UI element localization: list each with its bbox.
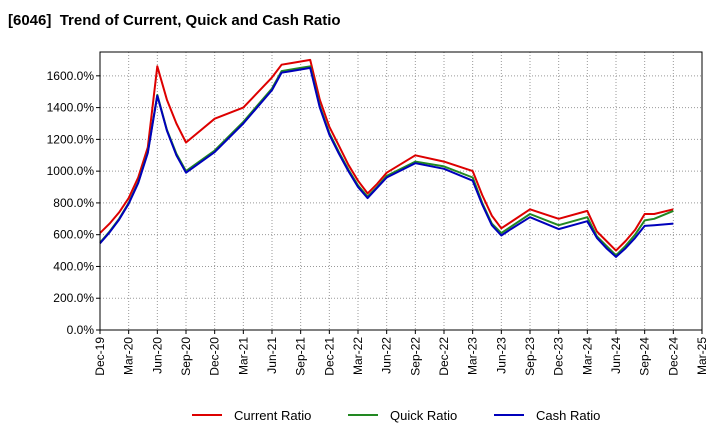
x-tick-label: Jun-20 <box>150 337 164 374</box>
y-tick-label: 1600.0% <box>47 69 95 83</box>
x-tick-label: Sep-23 <box>523 337 537 376</box>
y-tick-label: 1200.0% <box>47 132 95 146</box>
y-tick-label: 0.0% <box>67 323 95 337</box>
plot-frame <box>99 51 703 331</box>
x-tick-label: Sep-24 <box>638 337 652 376</box>
series-line-cash-ratio <box>99 66 674 258</box>
x-tick-label: Mar-22 <box>351 337 365 375</box>
y-tick-label: 200.0% <box>53 291 94 305</box>
series-line-current-ratio <box>99 58 674 252</box>
y-tick-label: 600.0% <box>53 228 94 242</box>
x-tick-label: Dec-23 <box>552 337 566 376</box>
x-tick-label: Sep-20 <box>179 337 193 376</box>
x-tick-label: Jun-21 <box>265 337 279 374</box>
x-tick-label: Jun-22 <box>380 337 394 374</box>
legend: Current Ratio Quick Ratio Cash Ratio <box>192 408 600 423</box>
y-tick-label: 800.0% <box>53 196 94 210</box>
grid <box>100 52 702 330</box>
legend-label-current-ratio: Current Ratio <box>234 408 311 423</box>
x-tick-label: Mar-21 <box>236 337 250 375</box>
x-tick-label: Dec-20 <box>208 337 222 376</box>
x-tick-label: Dec-22 <box>437 337 451 376</box>
x-tick-label: Dec-19 <box>93 337 107 376</box>
x-tick-label: Dec-21 <box>322 337 336 376</box>
y-tick-label: 1400.0% <box>47 101 95 115</box>
x-tick-label: Mar-25 <box>695 337 709 375</box>
legend-label-cash-ratio: Cash Ratio <box>536 408 600 423</box>
y-tick-label: 1000.0% <box>47 164 95 178</box>
y-tick-label: 400.0% <box>53 259 94 273</box>
x-tick-label: Mar-23 <box>466 337 480 375</box>
x-tick-label: Jun-23 <box>494 337 508 374</box>
x-tick-label: Mar-24 <box>580 337 594 375</box>
x-tick-label: Sep-22 <box>408 337 422 376</box>
legend-label-quick-ratio: Quick Ratio <box>390 408 457 423</box>
x-tick-label: Jun-24 <box>609 337 623 374</box>
x-tick-label: Mar-20 <box>122 337 136 375</box>
chart-title: [6046] Trend of Current, Quick and Cash … <box>8 12 341 29</box>
series-lines <box>99 58 674 258</box>
y-axis: 0.0% 200.0% 400.0% 600.0% 800.0% 1000.0% 1200.… <box>47 69 100 337</box>
x-tick-label: Dec-24 <box>666 337 680 376</box>
plot-area <box>100 52 702 330</box>
x-axis: Dec-19 Mar-20 Jun-20 Sep-20 Dec-20 Mar-21 Jun-… <box>93 330 709 376</box>
x-tick-label: Sep-21 <box>294 337 308 376</box>
